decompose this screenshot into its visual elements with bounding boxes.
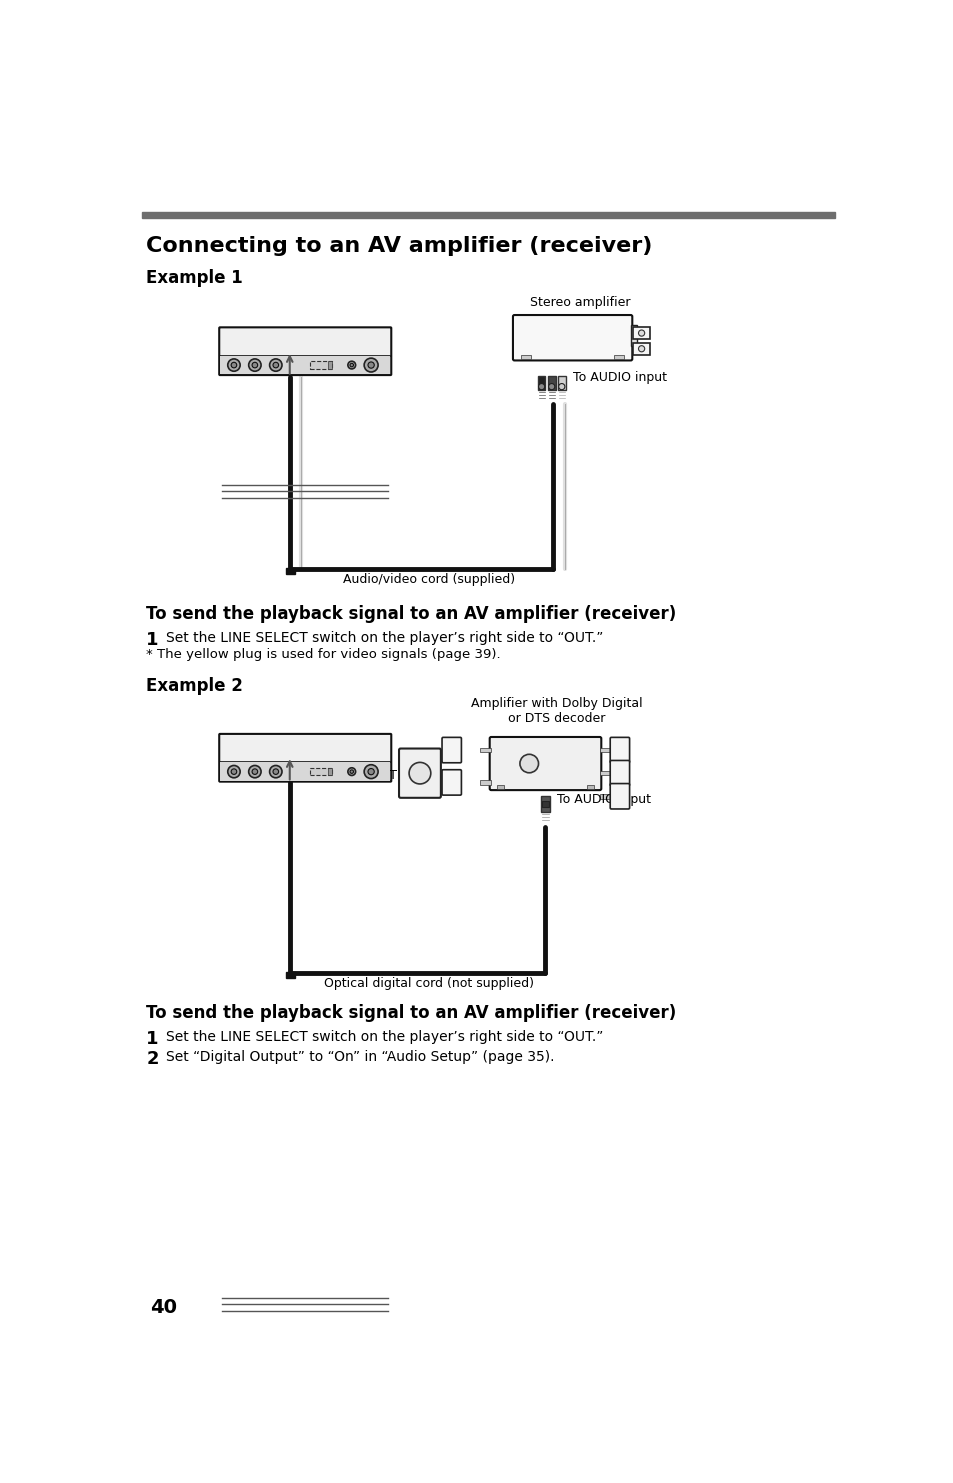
FancyBboxPatch shape bbox=[441, 737, 461, 762]
Circle shape bbox=[638, 331, 644, 337]
Text: 40: 40 bbox=[150, 1298, 177, 1317]
Text: 1: 1 bbox=[146, 630, 159, 648]
Bar bbox=[586, 786, 594, 789]
Circle shape bbox=[270, 359, 282, 371]
Text: 1: 1 bbox=[146, 1029, 159, 1047]
Bar bbox=[286, 568, 294, 574]
Text: To OPTICAL OUT: To OPTICAL OUT bbox=[295, 770, 396, 783]
Text: 2: 2 bbox=[146, 1050, 159, 1068]
Circle shape bbox=[273, 362, 278, 368]
Text: Set the LINE SELECT switch on the player’s right side to “OUT.”: Set the LINE SELECT switch on the player… bbox=[166, 630, 602, 645]
Bar bbox=[542, 801, 548, 807]
Bar bbox=[599, 793, 611, 798]
Bar bbox=[220, 762, 390, 782]
Circle shape bbox=[252, 768, 257, 774]
FancyBboxPatch shape bbox=[489, 737, 600, 790]
Bar bbox=[479, 747, 491, 752]
Text: Optical digital cord (not supplied): Optical digital cord (not supplied) bbox=[324, 977, 534, 991]
Text: To AUDIO input: To AUDIO input bbox=[572, 371, 666, 384]
Bar bbox=[310, 768, 332, 776]
FancyBboxPatch shape bbox=[513, 314, 632, 360]
Bar bbox=[286, 971, 294, 977]
Circle shape bbox=[249, 359, 261, 371]
Circle shape bbox=[228, 359, 240, 371]
Text: To send the playback signal to an AV amplifier (receiver): To send the playback signal to an AV amp… bbox=[146, 1004, 676, 1022]
Circle shape bbox=[231, 768, 236, 774]
Bar bbox=[479, 780, 491, 785]
Text: * The yellow plug is used for video signals (page 39).: * The yellow plug is used for video sign… bbox=[146, 648, 500, 660]
Bar bbox=[328, 362, 332, 369]
Bar bbox=[547, 375, 555, 390]
Bar bbox=[142, 212, 835, 218]
Circle shape bbox=[252, 362, 257, 368]
FancyBboxPatch shape bbox=[219, 734, 391, 782]
Text: Audio/video cord (supplied): Audio/video cord (supplied) bbox=[343, 572, 515, 586]
Circle shape bbox=[231, 362, 236, 368]
Circle shape bbox=[270, 765, 282, 777]
FancyBboxPatch shape bbox=[610, 737, 629, 762]
Bar bbox=[614, 354, 623, 359]
Text: To AUDIO: To AUDIO bbox=[295, 363, 354, 377]
Bar bbox=[599, 771, 611, 776]
Circle shape bbox=[249, 765, 261, 777]
Circle shape bbox=[364, 765, 377, 779]
Bar bbox=[630, 325, 637, 346]
Bar bbox=[633, 328, 649, 340]
Circle shape bbox=[350, 770, 354, 773]
FancyBboxPatch shape bbox=[219, 328, 391, 375]
Bar bbox=[497, 786, 504, 789]
Circle shape bbox=[273, 768, 278, 774]
FancyBboxPatch shape bbox=[610, 783, 629, 808]
Text: Amplifier with Dolby Digital
or DTS decoder: Amplifier with Dolby Digital or DTS deco… bbox=[471, 697, 642, 725]
Circle shape bbox=[348, 768, 355, 776]
FancyBboxPatch shape bbox=[398, 749, 440, 798]
Bar bbox=[220, 356, 390, 374]
Text: To AUDIO input: To AUDIO input bbox=[557, 793, 651, 807]
Text: Example 2: Example 2 bbox=[146, 676, 243, 696]
Bar bbox=[558, 375, 565, 390]
Text: Set the LINE SELECT switch on the player’s right side to “OUT.”: Set the LINE SELECT switch on the player… bbox=[166, 1029, 602, 1044]
Text: Stereo amplifier: Stereo amplifier bbox=[530, 297, 630, 308]
Bar bbox=[633, 343, 649, 354]
Bar bbox=[537, 375, 545, 390]
Bar bbox=[310, 362, 332, 369]
Circle shape bbox=[519, 755, 537, 773]
Bar bbox=[521, 354, 530, 359]
Circle shape bbox=[368, 362, 374, 368]
FancyBboxPatch shape bbox=[610, 761, 629, 786]
Circle shape bbox=[537, 384, 544, 390]
Bar bbox=[328, 768, 332, 776]
Circle shape bbox=[558, 384, 564, 390]
FancyBboxPatch shape bbox=[441, 770, 461, 795]
Circle shape bbox=[364, 357, 377, 372]
Bar bbox=[540, 796, 550, 811]
Circle shape bbox=[350, 363, 354, 366]
Circle shape bbox=[638, 346, 644, 351]
Circle shape bbox=[228, 765, 240, 777]
Circle shape bbox=[368, 768, 374, 774]
Circle shape bbox=[548, 384, 555, 390]
Text: To send the playback signal to an AV amplifier (receiver): To send the playback signal to an AV amp… bbox=[146, 605, 676, 623]
Text: Set “Digital Output” to “On” in “Audio Setup” (page 35).: Set “Digital Output” to “On” in “Audio S… bbox=[166, 1050, 554, 1063]
Bar bbox=[599, 747, 611, 752]
Text: Connecting to an AV amplifier (receiver): Connecting to an AV amplifier (receiver) bbox=[146, 236, 652, 255]
Text: Example 1: Example 1 bbox=[146, 268, 243, 286]
Circle shape bbox=[348, 362, 355, 369]
Circle shape bbox=[409, 762, 431, 785]
